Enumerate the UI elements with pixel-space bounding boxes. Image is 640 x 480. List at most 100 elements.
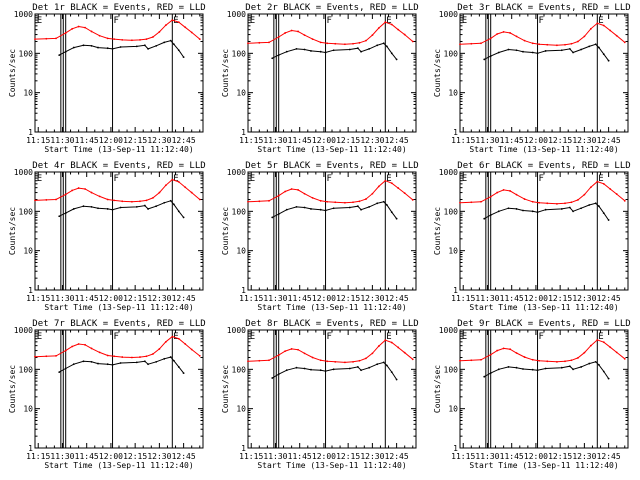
panel-title: Det 4r BLACK = Events, RED = LLD — [32, 161, 205, 171]
plot-frame — [34, 13, 204, 133]
lld-point — [358, 200, 361, 203]
events-point — [560, 366, 563, 369]
lld-point — [268, 41, 270, 44]
events-point — [522, 368, 524, 370]
y-tick-label: 10 — [23, 247, 33, 256]
lld-point — [98, 351, 101, 354]
lld-point — [602, 341, 605, 344]
flag-marker-label: F — [114, 16, 119, 26]
plot-frame — [34, 329, 204, 449]
lld-point — [139, 200, 141, 203]
events-point — [489, 214, 492, 217]
flag-marker-label: E — [462, 174, 467, 184]
x-tick-label: 12:00 — [524, 136, 548, 145]
events-point — [483, 217, 486, 220]
events-point — [568, 47, 571, 50]
events-point — [277, 373, 280, 376]
x-tick-label: 11:15 — [26, 294, 50, 303]
events-point — [163, 201, 166, 204]
lld-point — [84, 188, 86, 190]
lld-point — [459, 43, 461, 46]
events-series-line — [58, 40, 185, 58]
lld-point — [145, 355, 148, 358]
lld-point — [546, 360, 549, 363]
events-point — [319, 208, 322, 211]
events-point — [64, 50, 67, 53]
lld-point — [98, 195, 101, 198]
lld-point — [98, 34, 101, 37]
panel-title: Det 3r BLACK = Events, RED = LLD — [457, 3, 630, 13]
events-point — [119, 362, 122, 364]
events-series-line — [483, 202, 610, 221]
y-tick-label: 1 — [28, 128, 33, 137]
lld-point — [459, 201, 461, 204]
lld-point — [502, 31, 505, 33]
events-point — [580, 207, 583, 210]
x-tick-label: 12:45 — [172, 136, 196, 145]
lld-point — [190, 191, 193, 194]
lld-point — [403, 351, 406, 354]
lld-point — [311, 356, 314, 359]
x-axis-label: Start Time (13-Sep-11 11:12:40) — [257, 461, 406, 470]
events-point — [169, 199, 172, 202]
lld-point — [319, 359, 322, 362]
lld-point — [556, 44, 558, 47]
events-point — [319, 50, 322, 53]
events-point — [177, 49, 180, 52]
lld-point — [358, 359, 361, 362]
events-point — [356, 366, 359, 368]
x-tick-label: 11:45 — [288, 136, 312, 145]
y-tick-label: 100 — [19, 49, 34, 58]
events-point — [58, 215, 61, 218]
x-tick-label: 11:15 — [451, 136, 475, 145]
events-point — [395, 378, 398, 381]
events-point — [515, 208, 518, 210]
events-point — [285, 369, 288, 372]
lld-point — [177, 181, 180, 183]
events-point — [544, 208, 547, 211]
lld-point — [480, 358, 482, 361]
lld-point — [297, 348, 299, 351]
flag-marker-label: E — [598, 16, 603, 26]
detector-panel-2: Det 2r BLACK = Events, RED = LLD 1 10 100 10… — [221, 3, 419, 154]
lld-point — [509, 348, 511, 351]
events-point — [594, 360, 597, 363]
events-point — [90, 44, 93, 47]
lld-point — [384, 21, 387, 24]
lld-point — [34, 199, 36, 202]
lld-series-line — [247, 339, 414, 363]
lld-point — [411, 199, 414, 201]
lld-point — [326, 42, 329, 45]
x-tick-label: 12:30 — [147, 452, 171, 461]
y-tick-label: 100 — [444, 365, 459, 374]
events-point — [386, 204, 388, 206]
lld-point — [319, 41, 322, 44]
x-tick-label: 12:00 — [524, 452, 548, 461]
x-tick-label: 12:15 — [336, 452, 360, 461]
x-tick-label: 12:15 — [336, 294, 360, 303]
events-point — [598, 363, 600, 366]
y-tick-label: 1 — [28, 444, 33, 453]
y-tick-label: 1000 — [14, 10, 33, 19]
events-point — [382, 200, 385, 203]
plot-frame — [459, 13, 629, 133]
lld-point — [297, 30, 299, 33]
lld-series-line — [459, 181, 626, 205]
flag-marker-label: E — [37, 174, 42, 184]
lld-point — [90, 191, 93, 194]
events-point — [360, 208, 362, 211]
lld-point — [371, 192, 374, 195]
lld-point — [334, 42, 337, 45]
events-point — [348, 206, 351, 209]
y-tick-label: 1 — [241, 286, 246, 295]
events-point — [368, 47, 371, 50]
lld-point — [384, 179, 387, 182]
lld-point — [198, 38, 201, 41]
events-series-line — [271, 361, 398, 380]
x-tick-label: 12:30 — [147, 136, 171, 145]
y-axis-label: Counts/sec — [433, 365, 442, 413]
events-point — [285, 50, 288, 53]
lld-point — [64, 193, 67, 196]
lld-point — [326, 360, 329, 363]
x-tick-label: 11:30 — [50, 136, 74, 145]
